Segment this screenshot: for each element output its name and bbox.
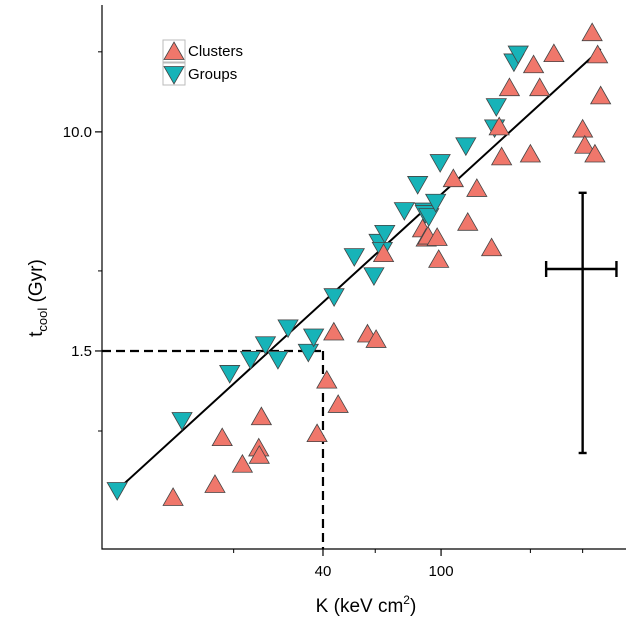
- clusters-point: [316, 369, 338, 389]
- clusters-point: [365, 329, 387, 348]
- x-axis-title: K (keV cm2): [316, 593, 417, 617]
- groups-point: [455, 137, 477, 157]
- fit-line-group: [116, 48, 602, 491]
- clusters-point: [581, 22, 603, 42]
- groups-point: [374, 224, 396, 244]
- data-points: [106, 22, 612, 506]
- clusters-point: [211, 427, 233, 447]
- y-tick-label: 10.0: [63, 124, 92, 141]
- clusters-point: [457, 212, 479, 231]
- clusters-point: [498, 77, 521, 97]
- fit-line: [116, 48, 602, 491]
- groups-point: [429, 154, 451, 173]
- clusters-point: [204, 474, 226, 493]
- legend-marker-groups: [163, 66, 185, 85]
- groups-point: [239, 351, 262, 370]
- groups-point: [254, 336, 277, 356]
- clusters-point: [522, 54, 545, 74]
- plot-axes: 40 100 1.5 10.0: [63, 5, 626, 580]
- groups-point: [393, 202, 416, 221]
- error-bar: [544, 191, 618, 455]
- groups-point: [363, 267, 385, 287]
- groups-point: [106, 482, 128, 501]
- legend-box-clusters: [162, 39, 186, 63]
- groups-point: [219, 365, 241, 384]
- clusters-point: [250, 406, 273, 426]
- clusters-point: [519, 143, 542, 163]
- groups-point: [171, 412, 193, 431]
- clusters-point: [372, 243, 395, 263]
- y-tick-label: 1.5: [71, 343, 92, 360]
- reference-lines: [102, 349, 325, 549]
- clusters-point: [231, 453, 254, 473]
- clusters-point: [442, 168, 465, 188]
- groups-point: [267, 351, 289, 370]
- clusters-point: [589, 85, 612, 105]
- clusters-point: [586, 44, 609, 64]
- clusters-point: [529, 77, 551, 97]
- clusters-point: [490, 146, 513, 166]
- groups-point: [406, 176, 429, 195]
- x-tick-label: 100: [429, 563, 454, 580]
- groups-point: [507, 45, 529, 65]
- clusters-point: [306, 423, 328, 443]
- clusters-point: [248, 445, 270, 464]
- legend-label-clusters: Clusters: [188, 43, 243, 60]
- legend-label-groups: Groups: [188, 66, 237, 83]
- groups-point: [323, 288, 345, 308]
- clusters-point: [466, 178, 488, 197]
- clusters-point: [574, 134, 596, 154]
- groups-point: [418, 208, 440, 227]
- clusters-point: [426, 227, 448, 246]
- clusters-point: [571, 118, 594, 138]
- clusters-point: [327, 394, 349, 413]
- groups-point: [343, 248, 365, 267]
- clusters-point: [543, 43, 565, 63]
- clusters-point: [480, 237, 503, 257]
- legend-marker-clusters: [163, 41, 185, 60]
- groups-point: [302, 328, 325, 348]
- clusters-point: [488, 116, 510, 136]
- groups-point: [277, 319, 299, 339]
- clusters-point: [162, 487, 184, 506]
- clusters-point: [428, 249, 450, 268]
- groups-point: [424, 193, 447, 213]
- groups-point: [297, 343, 320, 363]
- legend: Clusters Groups: [162, 39, 243, 86]
- groups-point: [485, 98, 507, 117]
- clusters-point: [323, 321, 345, 341]
- clusters-point: [584, 143, 606, 163]
- y-axis-title: tcool (Gyr): [26, 259, 50, 337]
- legend-box-groups: [162, 62, 186, 86]
- axis-frame: [101, 5, 626, 550]
- x-tick-label: 40: [315, 563, 332, 580]
